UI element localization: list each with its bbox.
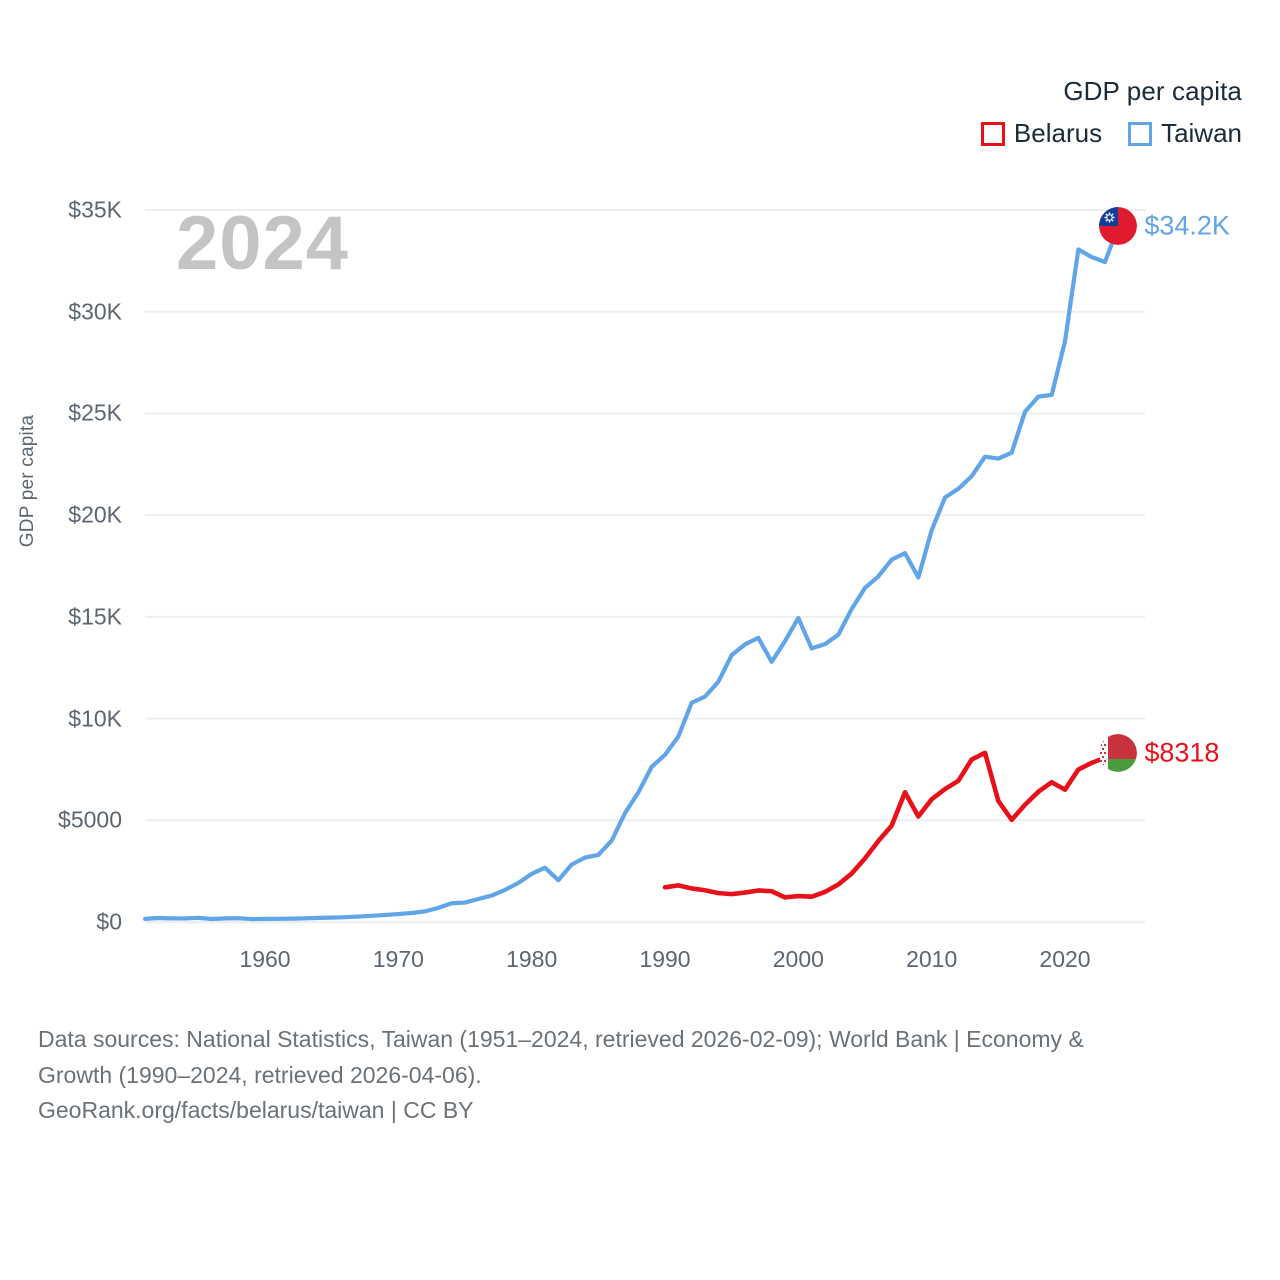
belarus-flag-icon <box>1099 733 1138 772</box>
y-tick-label: $25K <box>68 399 122 426</box>
footer-line-3[interactable]: GeoRank.org/facts/belarus/taiwan | CC BY <box>38 1097 474 1124</box>
y-tick-label: $30K <box>68 298 122 325</box>
y-tick-label: $15K <box>68 603 122 630</box>
legend-item-belarus[interactable]: Belarus <box>980 118 1103 149</box>
series-line-taiwan <box>142 224 1121 922</box>
chart-footer: Data sources: National Statistics, Taiwa… <box>38 1022 1248 1129</box>
y-tick-label: $0 <box>96 908 122 935</box>
line-chart-svg <box>142 209 1145 924</box>
legend-swatch-taiwan <box>1128 121 1153 146</box>
x-tick-label: 2020 <box>1039 946 1091 972</box>
y-tick-label: $5000 <box>58 806 122 833</box>
x-tick-label: 1960 <box>239 946 291 972</box>
legend-swatch-belarus <box>980 121 1005 146</box>
x-tick-label: 1990 <box>639 946 691 972</box>
x-tick-label: 2010 <box>906 946 958 972</box>
x-tick-label: 1970 <box>372 946 424 972</box>
legend-label-taiwan: Taiwan <box>1161 118 1242 148</box>
legend-item-taiwan[interactable]: Taiwan <box>1128 118 1242 149</box>
year-watermark: 2024 <box>176 201 350 286</box>
x-tick-label: 1980 <box>506 946 558 972</box>
belarus-value-label: $8318 <box>1144 737 1220 768</box>
legend-label-belarus: Belarus <box>1013 118 1103 148</box>
chart-legend: GDP per capita Belarus Taiwan <box>980 76 1242 149</box>
footer-line-1: Data sources: National Statistics, Taiwa… <box>38 1026 1084 1052</box>
footer-line-2: Growth (1990–2024, retrieved 2026-04-06)… <box>38 1061 482 1088</box>
taiwan-value-label: $34.2K <box>1144 210 1230 241</box>
legend-items: Belarus Taiwan <box>980 118 1242 149</box>
taiwan-flag-icon <box>1099 207 1138 246</box>
y-tick-label: $35K <box>68 196 122 223</box>
x-tick-label: 2000 <box>772 946 824 972</box>
chart-plot-area: GDP per capita 2024 $0 $5000 $10K $15K $20K $… <box>17 196 1230 973</box>
legend-title: GDP per capita <box>1063 76 1242 106</box>
y-tick-label: $10K <box>68 705 122 732</box>
y-tick-label: $20K <box>68 501 122 528</box>
series-line-belarus <box>662 750 1121 900</box>
